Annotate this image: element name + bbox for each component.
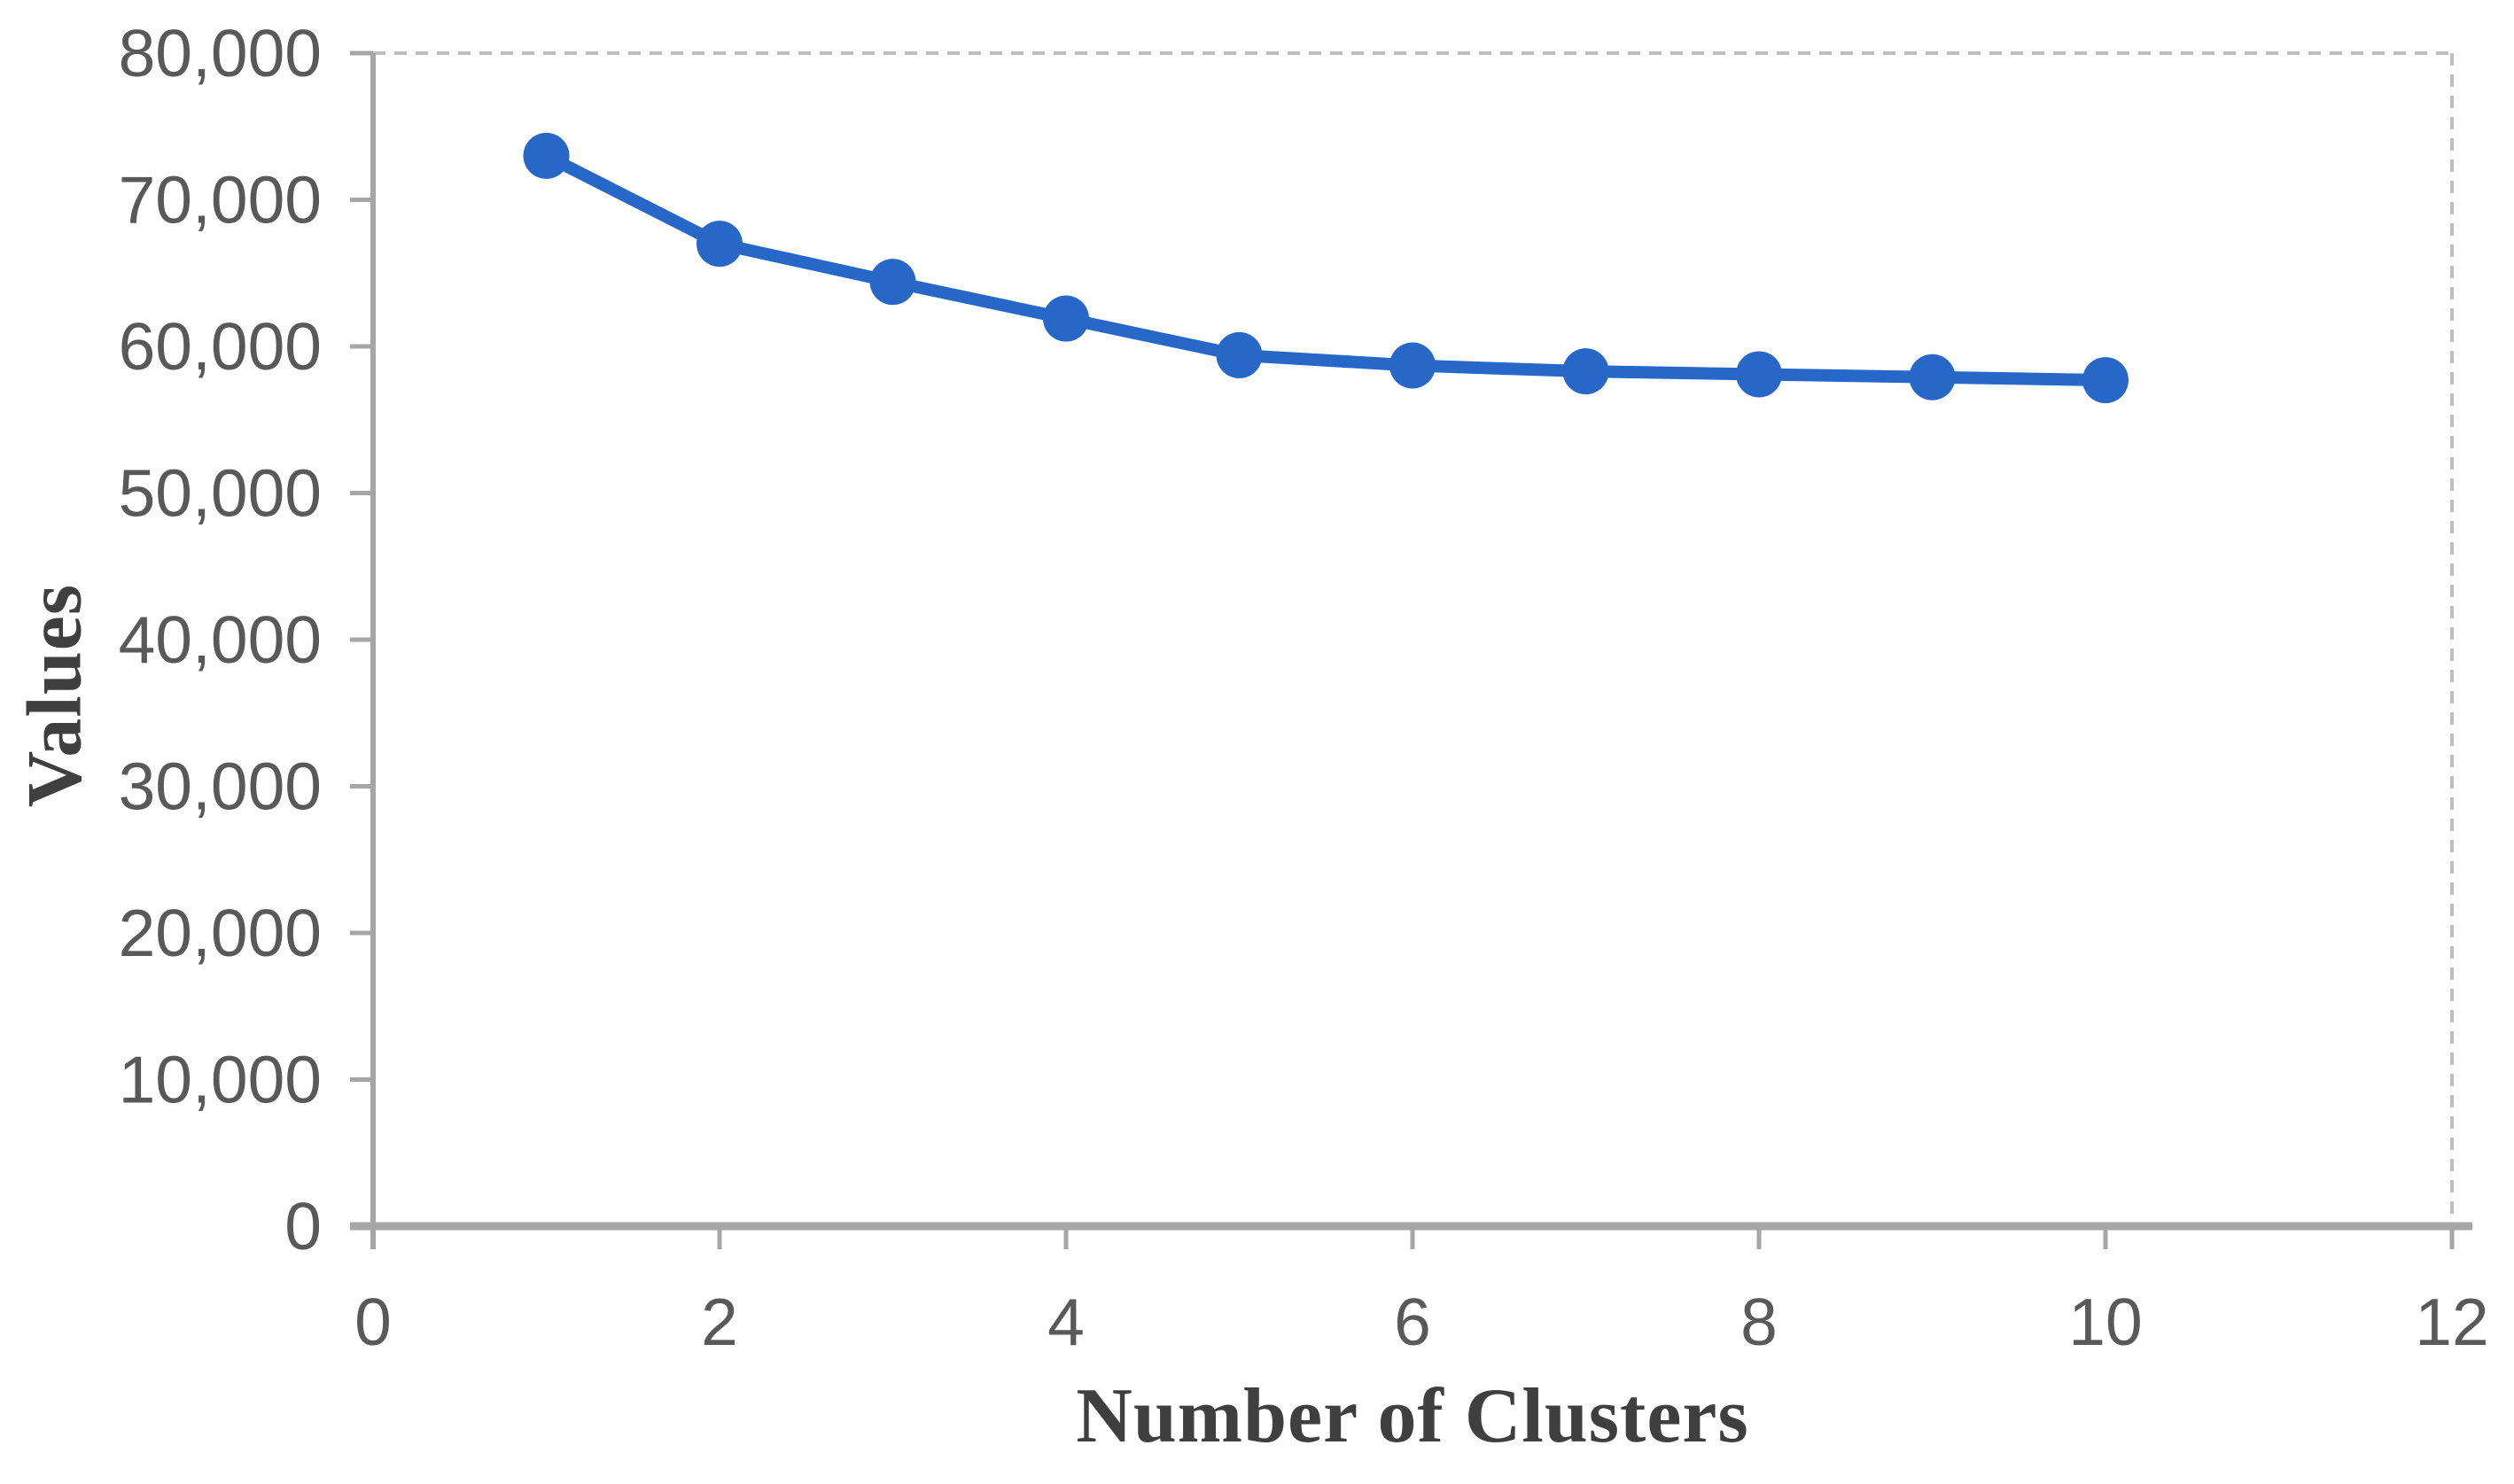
line-series bbox=[540, 149, 2112, 387]
data-point-marker bbox=[1216, 331, 1263, 378]
y-tick-label: 80,000 bbox=[119, 16, 322, 90]
y-tick-label: 60,000 bbox=[119, 309, 322, 384]
data-point-marker bbox=[1389, 342, 1436, 389]
x-axis-title: Number of Clusters bbox=[1076, 1373, 1749, 1459]
y-tick-label: 70,000 bbox=[119, 163, 322, 237]
data-point-marker bbox=[1043, 295, 1089, 342]
data-point-marker bbox=[523, 132, 570, 179]
y-tick-label: 0 bbox=[284, 1189, 322, 1263]
data-point-marker bbox=[1909, 354, 1956, 400]
x-tick-label: 0 bbox=[354, 1285, 392, 1359]
y-tick-label: 40,000 bbox=[119, 602, 322, 677]
data-point-marker bbox=[1562, 348, 1609, 395]
data-point-marker bbox=[2082, 357, 2129, 404]
data-point-marker bbox=[1736, 351, 1782, 398]
x-tick-label: 8 bbox=[1740, 1285, 1778, 1359]
y-tick-label: 50,000 bbox=[119, 456, 322, 531]
y-tick-label: 10,000 bbox=[119, 1043, 322, 1117]
y-axis-title: Values bbox=[12, 583, 98, 808]
data-point-marker bbox=[697, 221, 743, 268]
x-tick-label: 4 bbox=[1047, 1285, 1085, 1359]
y-tick-label: 30,000 bbox=[119, 750, 322, 824]
x-tick-label: 6 bbox=[1394, 1285, 1431, 1359]
data-point-marker bbox=[869, 259, 916, 306]
x-tick-label: 12 bbox=[2415, 1285, 2488, 1359]
y-tick-label: 20,000 bbox=[119, 896, 322, 970]
x-tick-label: 10 bbox=[2068, 1285, 2142, 1359]
x-tick-label: 2 bbox=[701, 1285, 738, 1359]
